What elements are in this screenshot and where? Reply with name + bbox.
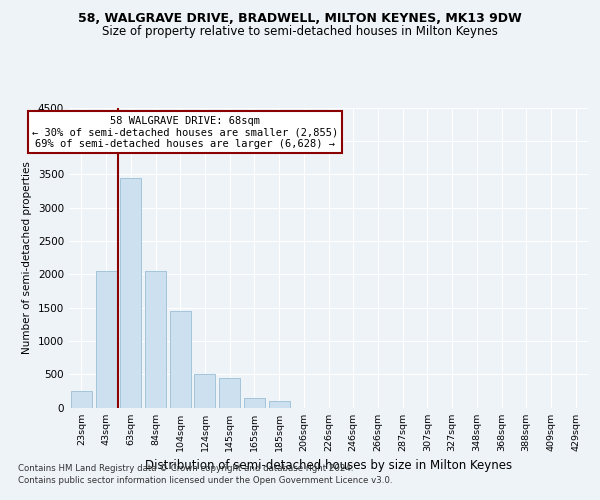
Bar <box>71 391 92 407</box>
Bar <box>145 271 166 407</box>
Text: Contains public sector information licensed under the Open Government Licence v3: Contains public sector information licen… <box>18 476 392 485</box>
Text: 58, WALGRAVE DRIVE, BRADWELL, MILTON KEYNES, MK13 9DW: 58, WALGRAVE DRIVE, BRADWELL, MILTON KEY… <box>78 12 522 26</box>
Text: Size of property relative to semi-detached houses in Milton Keynes: Size of property relative to semi-detach… <box>102 25 498 38</box>
Bar <box>244 398 265 407</box>
Bar <box>120 178 141 408</box>
X-axis label: Distribution of semi-detached houses by size in Milton Keynes: Distribution of semi-detached houses by … <box>145 459 512 472</box>
Bar <box>219 378 240 408</box>
Text: Contains HM Land Registry data © Crown copyright and database right 2024.: Contains HM Land Registry data © Crown c… <box>18 464 353 473</box>
Bar <box>194 374 215 408</box>
Bar <box>95 271 116 407</box>
Bar <box>170 311 191 408</box>
Y-axis label: Number of semi-detached properties: Number of semi-detached properties <box>22 161 32 354</box>
Text: 58 WALGRAVE DRIVE: 68sqm
← 30% of semi-detached houses are smaller (2,855)
69% o: 58 WALGRAVE DRIVE: 68sqm ← 30% of semi-d… <box>32 116 338 148</box>
Bar <box>269 401 290 407</box>
